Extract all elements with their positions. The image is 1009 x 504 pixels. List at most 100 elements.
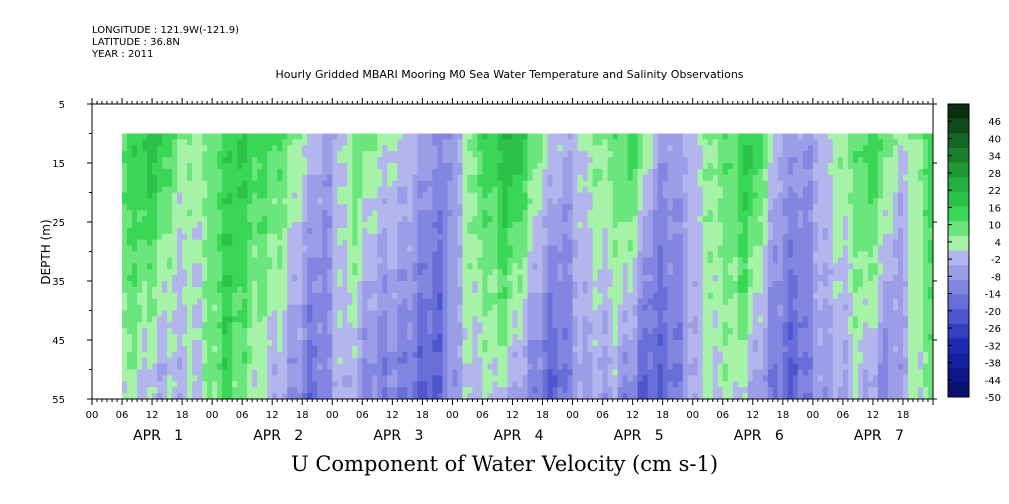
field-cell <box>167 151 173 158</box>
field-cell <box>627 216 634 223</box>
field-cell <box>497 145 503 152</box>
field-cell <box>377 316 383 323</box>
field-cell <box>207 227 213 235</box>
field-cell <box>142 351 148 359</box>
field-cell <box>407 369 413 376</box>
field-cell <box>357 387 363 394</box>
field-cell <box>457 328 463 335</box>
field-cell <box>267 369 273 376</box>
field-cell <box>217 198 223 205</box>
field-cell <box>302 251 308 258</box>
field-cell <box>482 387 488 394</box>
field-cell <box>602 133 609 140</box>
field-cell <box>262 328 268 335</box>
field-cell <box>647 222 654 229</box>
field-cell <box>392 133 398 140</box>
field-cell <box>442 292 448 300</box>
field-cell <box>457 222 463 229</box>
field-cell <box>472 151 478 158</box>
field-cell <box>522 381 528 388</box>
field-cell <box>132 145 138 152</box>
field-cell <box>272 286 278 294</box>
field-cell <box>167 198 173 205</box>
field-cell <box>552 387 558 394</box>
field-cell <box>637 233 644 241</box>
field-cell <box>312 222 318 229</box>
field-cell <box>392 269 398 276</box>
field-cell <box>122 145 128 152</box>
field-cell <box>252 192 258 199</box>
field-cell <box>612 145 619 152</box>
field-cell <box>582 275 588 282</box>
field-cell <box>442 351 448 359</box>
field-cell <box>177 257 183 264</box>
field-cell <box>262 251 268 258</box>
field-cell <box>302 139 308 146</box>
field-cell <box>572 316 578 323</box>
field-cell <box>187 251 193 258</box>
field-cell <box>182 316 188 323</box>
field-cell <box>442 328 448 335</box>
field-cell <box>177 245 183 252</box>
field-cell <box>377 393 383 399</box>
field-cell <box>567 328 573 335</box>
field-cell <box>267 163 273 170</box>
field-cell <box>532 322 538 329</box>
field-cell <box>362 340 368 347</box>
field-cell <box>262 381 268 388</box>
field-cell <box>537 269 543 276</box>
field-cell <box>147 292 153 300</box>
field-cell <box>297 210 303 217</box>
field-cell <box>622 310 629 317</box>
field-cell <box>607 245 614 252</box>
field-cell <box>572 340 578 347</box>
field-cell <box>332 387 338 394</box>
field-cell <box>332 239 338 246</box>
field-cell <box>192 369 198 376</box>
field-cell <box>237 227 243 235</box>
field-cell <box>362 145 368 152</box>
field-cell <box>257 227 263 235</box>
field-cell <box>222 304 228 311</box>
field-cell <box>397 334 403 341</box>
field-cell <box>327 286 333 294</box>
field-cell <box>557 381 563 388</box>
field-cell <box>127 145 133 152</box>
field-cell <box>492 281 498 288</box>
field-cell <box>452 257 458 264</box>
field-cell <box>607 316 614 323</box>
field-cell <box>362 292 368 300</box>
field-cell <box>622 298 629 305</box>
field-cell <box>567 281 573 288</box>
field-cell <box>127 269 133 276</box>
field-cell <box>402 174 408 182</box>
field-cell <box>377 168 383 176</box>
field-cell <box>332 304 338 311</box>
field-cell <box>292 304 298 311</box>
field-cell <box>452 357 458 364</box>
field-cell <box>452 151 458 158</box>
field-cell <box>427 310 433 317</box>
field-cell <box>462 133 468 140</box>
field-cell <box>257 387 263 394</box>
field-cell <box>217 233 223 241</box>
field-cell <box>602 139 609 146</box>
field-cell <box>592 304 599 311</box>
field-cell <box>547 257 553 264</box>
field-cell <box>442 345 448 353</box>
field-cell <box>612 157 619 164</box>
field-cell <box>282 204 288 211</box>
field-cell <box>347 157 353 164</box>
field-cell <box>197 393 203 399</box>
field-cell <box>432 387 438 394</box>
field-cell <box>512 239 518 246</box>
field-cell <box>562 222 568 229</box>
field-cell <box>382 351 388 359</box>
field-cell <box>597 269 604 276</box>
field-cell <box>327 180 333 187</box>
field-cell <box>672 168 679 176</box>
field-cell <box>272 304 278 311</box>
field-cell <box>327 216 333 223</box>
field-cell <box>257 298 263 305</box>
field-cell <box>167 263 173 270</box>
